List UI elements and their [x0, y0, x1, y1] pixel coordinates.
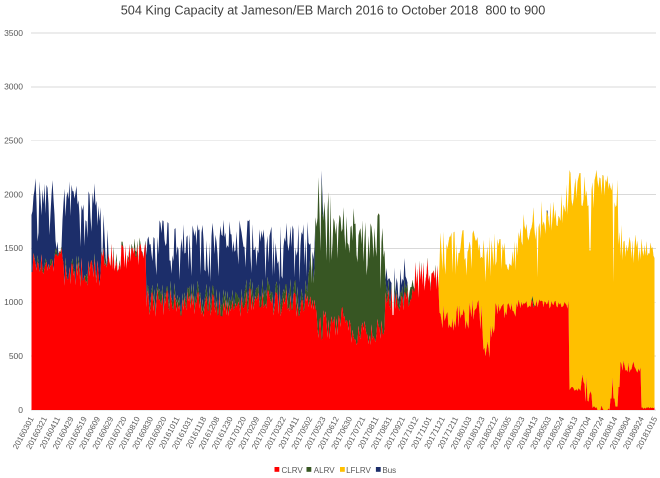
svg-text:3000: 3000	[4, 82, 23, 92]
svg-text:LFLRV: LFLRV	[346, 466, 371, 475]
svg-text:1500: 1500	[4, 243, 23, 253]
svg-text:0: 0	[18, 405, 23, 415]
svg-text:ALRV: ALRV	[314, 466, 335, 475]
svg-text:2000: 2000	[4, 189, 23, 199]
svg-text:3500: 3500	[4, 28, 23, 38]
svg-text:Bus: Bus	[382, 466, 396, 475]
svg-text:1000: 1000	[4, 297, 23, 307]
svg-text:2500: 2500	[4, 136, 23, 146]
svg-text:CLRV: CLRV	[282, 466, 304, 475]
svg-text:504 King Capacity at Jameson/E: 504 King Capacity at Jameson/EB March 20…	[121, 4, 546, 18]
svg-text:500: 500	[9, 351, 23, 361]
